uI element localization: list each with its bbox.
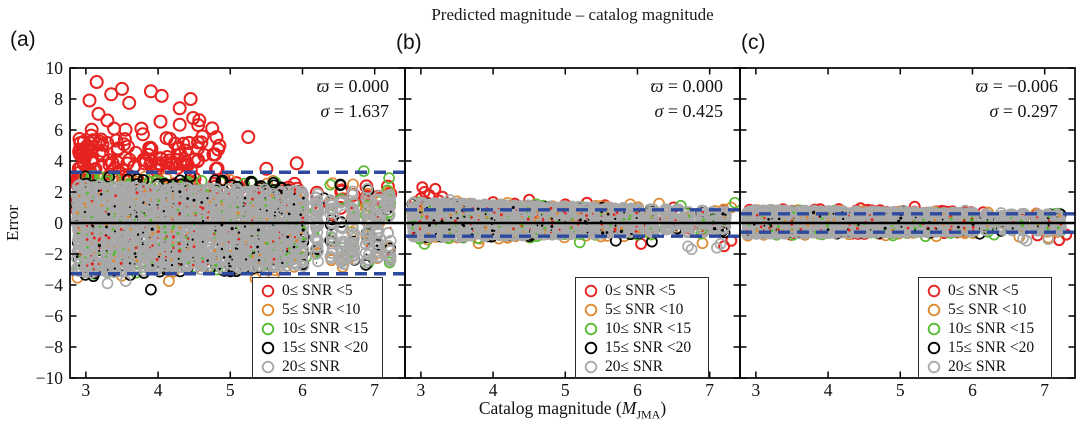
legend-item: 10≤ SNR <15 bbox=[927, 319, 1051, 338]
legend-marker-icon bbox=[261, 284, 275, 297]
legend-marker-icon bbox=[927, 322, 941, 336]
legend-item: 5≤ SNR <10 bbox=[927, 300, 1051, 319]
svg-text:10: 10 bbox=[46, 58, 64, 78]
legend-marker-icon bbox=[584, 303, 598, 317]
panel-label-c: (c) bbox=[741, 31, 766, 54]
legend-label: 10≤ SNR <15 bbox=[948, 319, 1035, 337]
legend-marker-icon bbox=[927, 284, 941, 297]
stat-sigma: σ = 1.637 bbox=[320, 101, 389, 121]
panel-label-a: (a) bbox=[10, 28, 36, 51]
svg-text:−6: −6 bbox=[44, 306, 63, 326]
legend-item: 5≤ SNR <10 bbox=[584, 300, 708, 319]
legend-label: 0≤ SNR <5 bbox=[282, 281, 353, 299]
stats-panel-a: ϖ = 0.000 σ = 1.637 bbox=[317, 74, 389, 124]
legend-marker-icon bbox=[584, 284, 598, 297]
legend-marker-icon bbox=[261, 361, 275, 374]
legend-marker-icon bbox=[584, 361, 598, 374]
legend-panel-c: 0≤ SNR <5 5≤ SNR <10 10≤ SNR <15 15≤ SNR <2… bbox=[918, 277, 1052, 378]
stats-panel-b: ϖ = 0.000 σ = 0.425 bbox=[651, 74, 723, 124]
x-tick-labels: 3 4 5 6 7 bbox=[82, 380, 380, 400]
svg-text:5: 5 bbox=[226, 380, 235, 400]
series-gray bbox=[406, 193, 732, 256]
legend-label: 15≤ SNR <20 bbox=[948, 339, 1035, 357]
stat-varpi: ϖ = 0.000 bbox=[316, 76, 389, 96]
svg-text:6: 6 bbox=[298, 380, 307, 400]
legend-item: 15≤ SNR <20 bbox=[261, 339, 382, 358]
svg-text:4: 4 bbox=[154, 380, 163, 400]
legend-label: 20≤ SNR bbox=[605, 358, 664, 376]
legend-item: 20≤ SNR bbox=[261, 358, 382, 377]
svg-text:7: 7 bbox=[370, 380, 379, 400]
legend-item: 20≤ SNR bbox=[584, 358, 708, 377]
legend-item: 0≤ SNR <5 bbox=[927, 281, 1051, 300]
panel-label-b: (b) bbox=[396, 31, 422, 54]
panel-b-scatter bbox=[405, 181, 740, 256]
stat-varpi: ϖ = 0.000 bbox=[650, 76, 723, 96]
legend-label: 20≤ SNR bbox=[948, 358, 1007, 376]
legend-label: 5≤ SNR <10 bbox=[948, 300, 1027, 318]
legend-panel-a: 0≤ SNR <5 5≤ SNR <10 10≤ SNR <15 15≤ SNR <2… bbox=[252, 277, 383, 378]
svg-text:8: 8 bbox=[54, 89, 63, 109]
legend-item: 0≤ SNR <5 bbox=[261, 281, 382, 300]
svg-text:3: 3 bbox=[82, 380, 91, 400]
series-gray bbox=[71, 179, 397, 290]
legend-label: 15≤ SNR <20 bbox=[282, 339, 369, 357]
axis-ticks bbox=[740, 67, 1075, 379]
legend-marker-icon bbox=[584, 322, 598, 336]
legend-marker-icon bbox=[261, 341, 275, 355]
legend-marker-icon bbox=[927, 361, 941, 374]
legend-item: 10≤ SNR <15 bbox=[584, 319, 708, 338]
legend-panel-b: 0≤ SNR <5 5≤ SNR <10 10≤ SNR <15 15≤ SNR <2… bbox=[575, 277, 709, 378]
legend-label: 5≤ SNR <10 bbox=[605, 300, 684, 318]
panel-a-scatter bbox=[70, 75, 405, 296]
legend-item: 10≤ SNR <15 bbox=[261, 319, 382, 338]
legend-label: 0≤ SNR <5 bbox=[605, 281, 676, 299]
legend-item: 20≤ SNR bbox=[927, 358, 1051, 377]
svg-text:2: 2 bbox=[54, 182, 63, 202]
stat-sigma: σ = 0.297 bbox=[989, 101, 1058, 121]
legend-marker-icon bbox=[927, 341, 941, 355]
legend-item: 15≤ SNR <20 bbox=[584, 339, 708, 358]
svg-text:6: 6 bbox=[54, 120, 63, 140]
legend-label: 0≤ SNR <5 bbox=[948, 281, 1019, 299]
stats-panel-c: ϖ = −0.006 σ = 0.297 bbox=[975, 74, 1058, 124]
legend-label: 10≤ SNR <15 bbox=[605, 319, 692, 337]
legend-marker-icon bbox=[261, 303, 275, 317]
svg-text:0: 0 bbox=[54, 213, 63, 233]
y-tick-labels: 10 8 6 4 2 0 −2 −4 −6 −8 −10 bbox=[36, 58, 64, 388]
legend-item: 0≤ SNR <5 bbox=[584, 281, 708, 300]
figure-title: Predicted magnitude – catalog magnitude bbox=[431, 5, 714, 24]
y-axis-label: Error bbox=[3, 205, 22, 241]
legend-label: 20≤ SNR bbox=[282, 358, 341, 376]
stat-varpi: ϖ = −0.006 bbox=[975, 76, 1058, 96]
panel-c-scatter bbox=[740, 200, 1075, 247]
legend-item: 5≤ SNR <10 bbox=[261, 300, 382, 319]
legend-label: 10≤ SNR <15 bbox=[282, 319, 369, 337]
legend-label: 5≤ SNR <10 bbox=[282, 300, 361, 318]
legend-marker-icon bbox=[927, 303, 941, 317]
svg-text:−2: −2 bbox=[44, 244, 63, 264]
svg-text:−4: −4 bbox=[44, 275, 63, 295]
legend-marker-icon bbox=[584, 341, 598, 355]
stat-sigma: σ = 0.425 bbox=[654, 101, 723, 121]
svg-text:4: 4 bbox=[54, 151, 63, 171]
band-speckle bbox=[75, 189, 392, 270]
axis-ticks bbox=[405, 67, 740, 379]
svg-text:−10: −10 bbox=[36, 368, 64, 388]
svg-text:−8: −8 bbox=[44, 337, 63, 357]
legend-marker-icon bbox=[261, 322, 275, 336]
legend-item: 15≤ SNR <20 bbox=[927, 339, 1051, 358]
x-axis-label: Catalog magnitude (MJMA) bbox=[478, 398, 667, 422]
series-red-outliers bbox=[71, 75, 227, 179]
legend-label: 15≤ SNR <20 bbox=[605, 339, 692, 357]
